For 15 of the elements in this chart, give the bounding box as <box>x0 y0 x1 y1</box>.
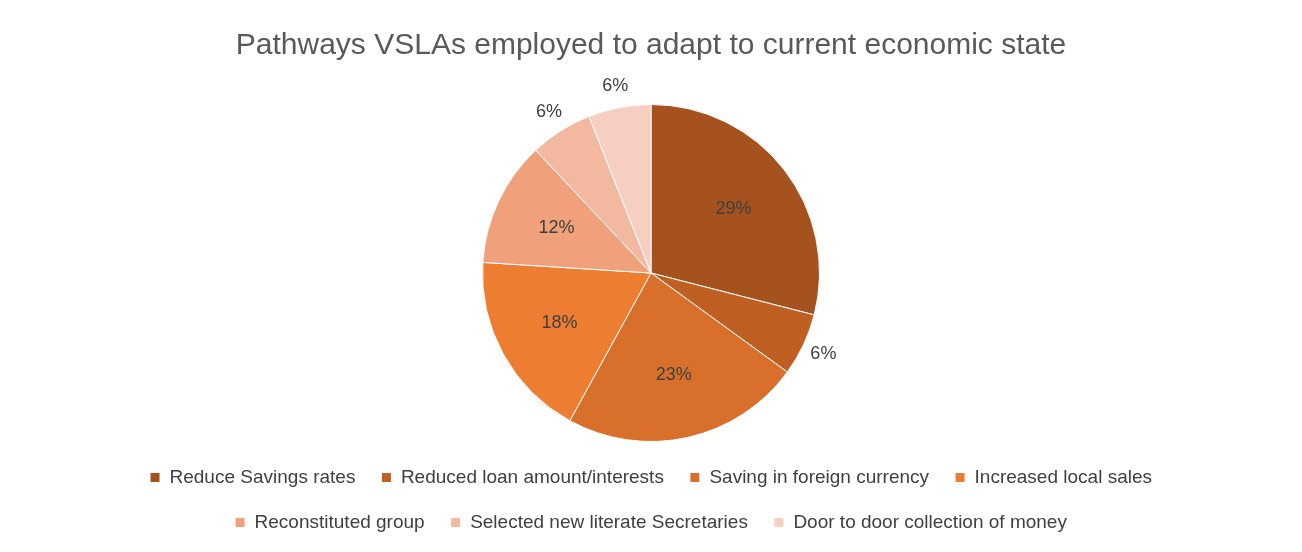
legend-label: Saving in foreign currency <box>709 465 930 487</box>
data-label: 6% <box>810 343 837 364</box>
data-label: 23% <box>655 363 692 384</box>
data-label: 18% <box>541 312 578 333</box>
legend-label: Reduced loan amount/interests <box>400 465 664 487</box>
legend-label: Increased local sales <box>974 465 1152 487</box>
legend-label: Selected new literate Secretaries <box>470 510 748 532</box>
data-label: 12% <box>538 217 575 238</box>
legend-label: Reconstituted group <box>254 510 425 532</box>
data-label: 6% <box>535 101 562 122</box>
legend-label: Reduce Savings rates <box>169 465 356 487</box>
chart-title: Pathways VSLAs employed to adapt to current economic state <box>235 27 1067 61</box>
data-label: 6% <box>602 74 629 95</box>
legend-label: Door to door collection of money <box>793 510 1068 532</box>
data-label: 29% <box>715 197 752 218</box>
